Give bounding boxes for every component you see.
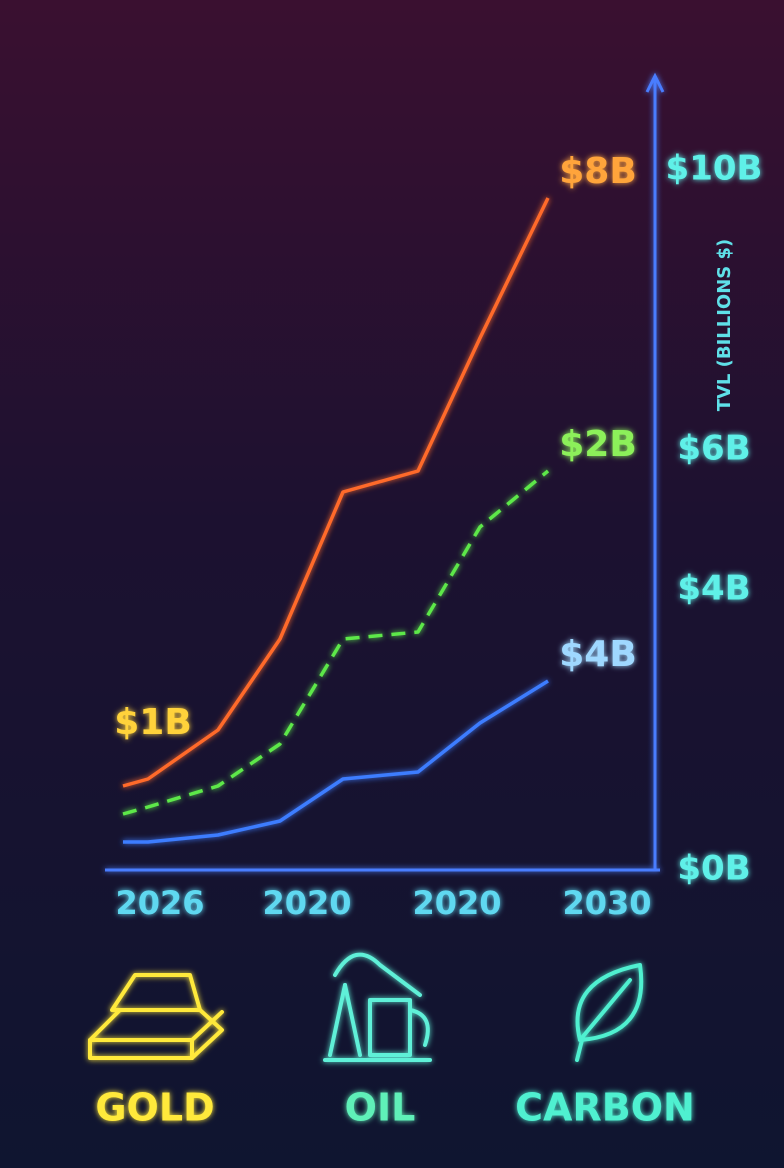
x-tick-label: 2020 <box>412 884 501 922</box>
y-tick-label: $0B <box>677 849 750 889</box>
asset-label: OIL <box>345 1086 416 1130</box>
line <box>122 469 550 816</box>
oil-icon <box>323 952 432 1062</box>
start-label: $1B <box>114 702 192 743</box>
x-tick-label: 2030 <box>562 884 651 922</box>
end-label: $4B <box>559 634 637 675</box>
line <box>122 197 550 788</box>
icons <box>88 952 644 1062</box>
y-tick-label: $10B <box>666 149 763 189</box>
x-tick-label: 2020 <box>262 884 351 922</box>
asset-label: CARBON <box>515 1086 695 1130</box>
end-label: $2B <box>559 424 637 465</box>
axes <box>105 72 665 872</box>
end-label: $8B <box>559 151 637 192</box>
axis-title: TVL (BILLIONS $) <box>714 239 735 412</box>
leaf-icon <box>575 963 644 1062</box>
asset-label: GOLD <box>95 1086 214 1130</box>
x-tick-label: 2026 <box>115 884 204 922</box>
line <box>123 679 549 844</box>
y-tick-label: $4B <box>677 569 750 609</box>
axis-arrow <box>645 72 665 93</box>
y-tick-label: $6B <box>677 429 750 469</box>
gold-icon <box>88 973 224 1060</box>
